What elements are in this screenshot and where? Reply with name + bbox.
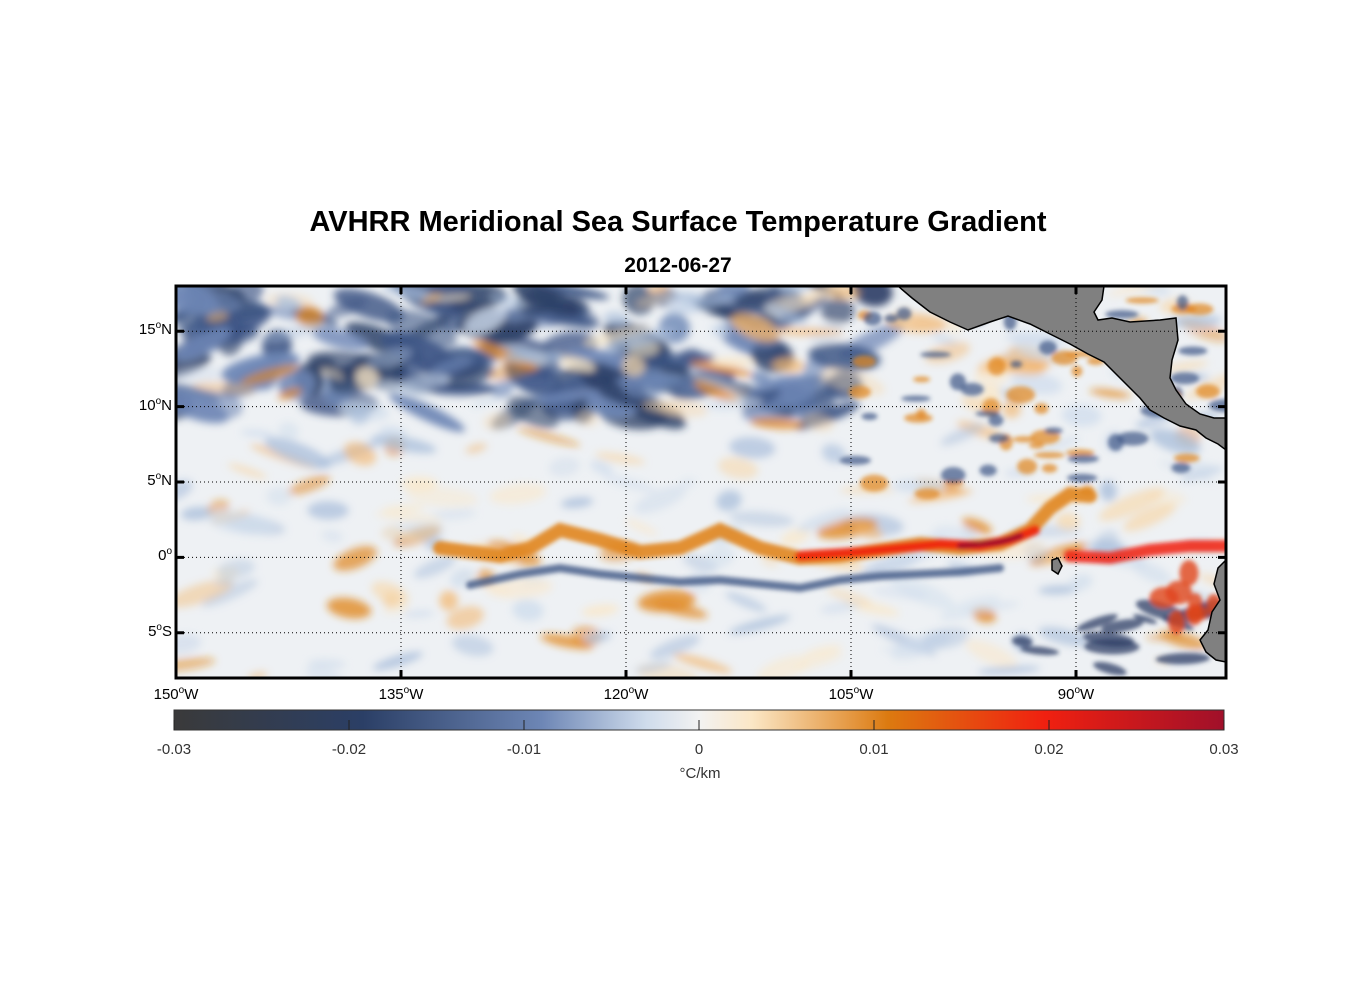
colorbar-tick-label: -0.03 xyxy=(156,741,192,758)
axis-ticks xyxy=(174,286,1226,678)
colorbar-tick-label: -0.02 xyxy=(331,741,367,758)
lat-hemisphere: N xyxy=(161,396,172,414)
degree-symbol: o xyxy=(155,395,162,407)
lat-hemisphere: S xyxy=(161,622,172,640)
colorbar-tick-label: -0.01 xyxy=(506,741,542,758)
land-central-america xyxy=(896,286,1226,451)
lat-degree-value: 5 xyxy=(147,472,156,489)
lat-tick-label: 5oS xyxy=(148,622,172,640)
lon-tick-label: 150oW xyxy=(154,685,199,703)
colorbar-ticks xyxy=(173,720,1225,730)
lon-tick-label: 105oW xyxy=(829,685,874,703)
lon-hemisphere: W xyxy=(1080,686,1095,703)
lat-hemisphere: N xyxy=(161,321,172,339)
degree-symbol: o xyxy=(155,471,162,482)
colorbar-tick-label: 0 xyxy=(694,741,704,758)
colorbar-tick-label: 0.02 xyxy=(1034,741,1064,758)
graticule xyxy=(176,286,1226,678)
lat-tick-label: 0o xyxy=(158,546,172,564)
lat-degree-value: 10 xyxy=(138,396,156,414)
lat-hemisphere: N xyxy=(161,472,172,489)
degree-symbol: o xyxy=(155,320,162,332)
lon-tick-label: 120oW xyxy=(604,685,649,703)
lon-degree-value: 150 xyxy=(153,686,179,703)
lon-tick-label: 90oW xyxy=(1058,685,1094,703)
lon-hemisphere: W xyxy=(409,686,424,703)
lat-degree-value: 5 xyxy=(148,622,157,640)
lon-hemisphere: W xyxy=(184,686,199,703)
chart-subtitle: 2012-06-27 xyxy=(624,254,732,277)
degree-symbol: o xyxy=(1074,685,1081,696)
lon-hemisphere: W xyxy=(634,686,649,703)
colorbar-tick-label: 0.01 xyxy=(859,741,889,758)
degree-symbol: o xyxy=(166,546,172,558)
lon-degree-value: 135 xyxy=(378,686,404,703)
degree-symbol: o xyxy=(403,685,410,696)
chart-title: AVHRR Meridional Sea Surface Temperature… xyxy=(309,206,1047,238)
colorbar-unit-label: °C/km xyxy=(679,765,721,782)
lat-tick-label: 10oN xyxy=(139,396,172,414)
degree-symbol: o xyxy=(156,621,162,633)
land-south-america xyxy=(1199,558,1226,663)
lon-hemisphere: W xyxy=(859,686,874,703)
lon-degree-value: 105 xyxy=(828,686,854,703)
colorbar-tick-label: 0.03 xyxy=(1209,741,1239,758)
lat-tick-label: 5oN xyxy=(147,471,172,489)
lat-degree-value: 0 xyxy=(158,547,167,565)
lat-degree-value: 15 xyxy=(138,321,156,339)
lon-tick-label: 135oW xyxy=(379,685,424,703)
lon-degree-value: 120 xyxy=(603,686,629,703)
galapagos-islands xyxy=(1051,557,1063,576)
degree-symbol: o xyxy=(178,685,185,696)
degree-symbol: o xyxy=(853,685,860,696)
degree-symbol: o xyxy=(628,685,635,696)
lat-tick-label: 15oN xyxy=(139,320,172,338)
sst-field xyxy=(176,286,1226,678)
lon-degree-value: 90 xyxy=(1057,686,1075,703)
